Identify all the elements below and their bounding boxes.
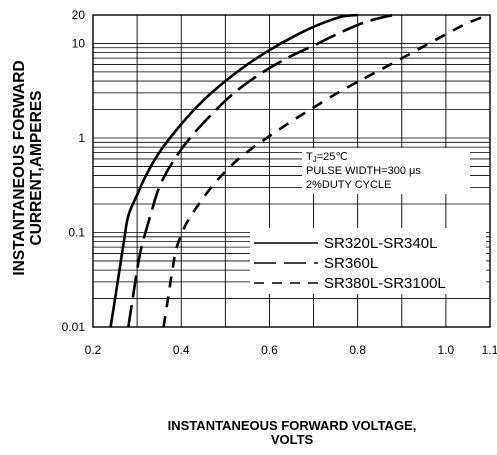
conditions-box-bg <box>302 148 470 194</box>
series-lines <box>109 13 487 328</box>
conditions-duty: 2%DUTY CYCLE <box>306 179 391 191</box>
y-tick-label: 20 <box>72 8 86 22</box>
legend: SR320L-SR340L SR360L SR380L-SR3100L <box>250 228 486 294</box>
series-line-3 <box>162 14 487 328</box>
x-tick-label: 1.1 <box>482 343 497 357</box>
legend-label-3: SR380L-SR3100L <box>324 275 446 292</box>
x-tick-labels: 0.2 0.4 0.6 0.8 1.0 1.1 <box>85 343 497 357</box>
y-tick-label: 0.1 <box>68 225 85 239</box>
x-tick-label: 0.4 <box>173 343 190 357</box>
legend-label-2: SR360L <box>324 255 378 272</box>
tj-prefix: T <box>306 151 313 163</box>
legend-label-1: SR320L-SR340L <box>324 235 437 252</box>
y-tick-labels: 0.01 0.1 1 10 20 <box>62 8 86 334</box>
x-axis-label-line1: INSTANTANEOUS FORWARD VOLTAGE, <box>168 418 417 433</box>
y-axis-label-line2: CURRENT,AMPERES <box>28 90 45 245</box>
tj-sub: J <box>313 155 317 164</box>
conditions-pulse: PULSE WIDTH=300 μs <box>306 165 421 177</box>
y-tick-label: 1 <box>78 131 85 145</box>
y-tick-label: 0.01 <box>62 320 86 334</box>
x-tick-label: 1.0 <box>438 343 455 357</box>
y-tick-label: 10 <box>72 36 86 50</box>
x-tick-label: 0.2 <box>85 343 102 357</box>
x-axis-label-line2: VOLTS <box>271 432 314 447</box>
legend-bg <box>250 228 486 294</box>
conditions-tj: TJ=25℃ <box>306 151 348 164</box>
series-line-1 <box>109 13 358 328</box>
plot-frame <box>92 14 491 328</box>
conditions-box: TJ=25℃ PULSE WIDTH=300 μs 2%DUTY CYCLE <box>302 148 470 194</box>
x-tick-label: 0.6 <box>261 343 278 357</box>
y-axis-label-line1: INSTANTANEOUS FORWARD <box>11 60 28 275</box>
series-line-2 <box>127 13 394 328</box>
tj-value: =25℃ <box>317 151 348 163</box>
x-tick-label: 0.8 <box>349 343 366 357</box>
